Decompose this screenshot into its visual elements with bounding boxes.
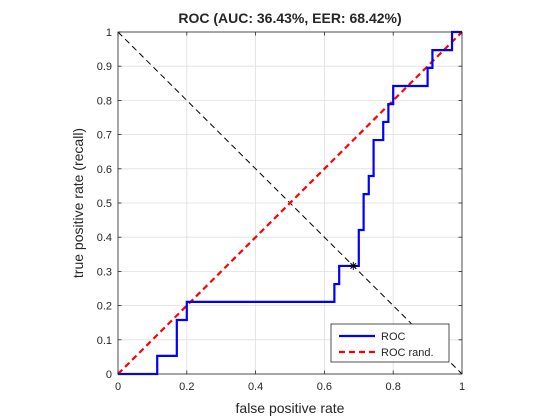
x-tick-label: 0.4 [248,381,263,393]
roc-curve-line [118,30,462,376]
y-tick-label: 0.5 [97,198,112,210]
ticks: 0 0.2 0.4 0.6 0.8 1 0 0.1 0.2 0.3 0.4 0.5 0.6 0.7 0.8 0… [97,27,465,393]
eer-point-layer [349,261,358,270]
chart-title: ROC (AUC: 36.43%, EER: 68.42%) [178,10,401,26]
eer-point-stroke [350,262,357,270]
y-tick-label: 0.9 [97,61,112,73]
legend-box [330,323,450,363]
y-tick-label: 0.1 [97,335,112,347]
x-tick-label: 0.6 [317,381,332,393]
y-tick-label: 0.7 [97,130,112,142]
y-tick-label: 0.4 [97,232,112,244]
legend-label: ROC rand. [381,347,434,359]
y-tick-label: 0.3 [97,266,112,278]
y-tick-label: 0.8 [97,95,112,107]
roc-random-line [117,31,463,375]
y-tick-label: 1 [106,27,112,39]
y-tick-label: 0.2 [97,301,112,313]
y-tick-label: 0.6 [97,164,112,176]
y-axis-label: true positive rate (recall) [70,128,86,278]
legend-label: ROC [381,331,406,343]
x-tick-label: 1 [459,381,465,393]
x-tick-label: 0 [115,381,121,393]
eer-point-marker [349,261,358,270]
x-tick-label: 0.2 [179,381,194,393]
x-axis-label: false positive rate [236,400,345,416]
y-tick-label: 0 [106,369,112,381]
x-tick-label: 0.8 [386,381,401,393]
series-layer [117,30,463,376]
legend: ROC ROC rand. [330,323,450,363]
